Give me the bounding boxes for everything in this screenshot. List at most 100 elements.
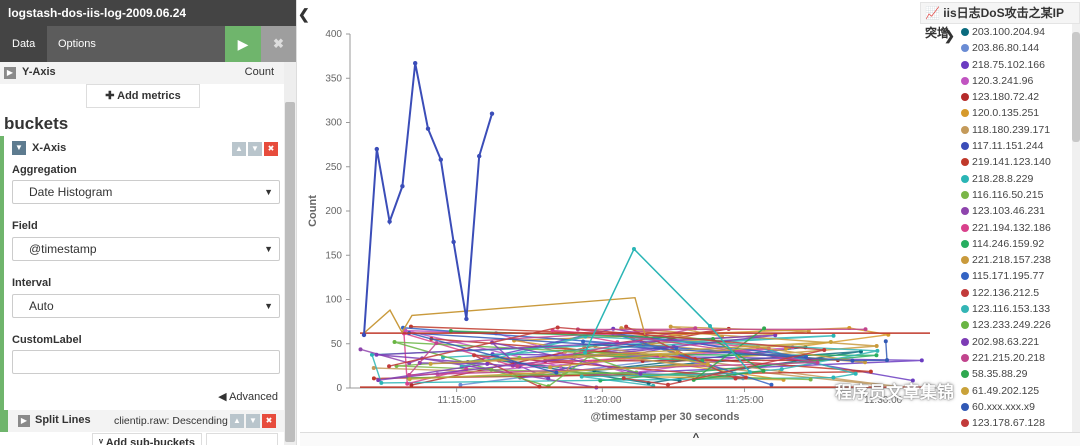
visualization-title: 📈 iis日志DoS攻击之某IP突增 — [920, 2, 1080, 40]
y-tick-label: 250 — [325, 162, 342, 173]
collapse-sidebar-icon[interactable]: ❮ — [298, 6, 310, 22]
legend-color-dot — [961, 321, 969, 330]
legend-item-label: 123.178.67.128 — [972, 417, 1045, 430]
legend-color-dot — [961, 125, 969, 134]
legend-scrollbar[interactable] — [1072, 24, 1080, 434]
legend-item-label: 123.103.46.231 — [972, 205, 1045, 218]
apply-changes-button[interactable]: ▶ — [225, 26, 261, 62]
data-point — [733, 376, 738, 381]
legend-item[interactable]: 116.116.50.215 — [958, 187, 1070, 203]
interval-select[interactable]: Auto ▼ — [12, 294, 280, 318]
data-point — [371, 365, 376, 370]
legend-item[interactable]: 221.218.157.238 — [958, 252, 1070, 268]
data-point — [868, 369, 873, 374]
editor-tab-bar: Data Options ▶ ✖ — [0, 26, 296, 62]
data-point — [387, 219, 392, 224]
x-tick-label: 11:30:00 — [864, 395, 903, 406]
data-point — [413, 61, 418, 66]
caret-left-icon: ◀ — [218, 391, 227, 403]
split-lines-row[interactable]: ▶ Split Lines clientip.raw: Descending ▲… — [0, 410, 284, 432]
move-up-icon[interactable]: ▲ — [232, 142, 246, 156]
legend-item[interactable]: 123.178.67.128 — [958, 415, 1070, 431]
legend-item-label: 203.100.204.94 — [972, 26, 1045, 38]
legend-item[interactable]: 221.194.132.186 — [958, 220, 1070, 236]
y-tick-label: 50 — [331, 339, 343, 350]
legend-item[interactable]: 122.136.212.5 — [958, 285, 1070, 301]
chevron-down-icon: ▼ — [264, 187, 273, 197]
legend-item[interactable]: 123.103.46.231 — [958, 203, 1070, 219]
data-point — [555, 325, 560, 330]
data-point — [822, 347, 827, 352]
sidebar-scrollbar[interactable] — [284, 62, 296, 445]
legend-item[interactable]: 61.49.202.125 — [958, 383, 1070, 399]
legend-item[interactable]: 123.116.153.133 — [958, 301, 1070, 317]
data-point — [371, 376, 376, 381]
discard-changes-button[interactable]: ✖ — [261, 26, 296, 62]
data-point — [451, 239, 456, 245]
data-point — [554, 370, 559, 375]
scrollbar-thumb[interactable] — [285, 102, 295, 442]
expand-toggle-icon[interactable]: ▶ — [4, 67, 16, 79]
data-point — [875, 348, 880, 353]
y-tick-label: 350 — [325, 73, 342, 84]
legend-color-dot — [961, 93, 969, 102]
add-sub-buckets-button[interactable]: ᵛ Add sub-buckets — [92, 433, 202, 445]
move-up-icon[interactable]: ▲ — [230, 414, 244, 428]
sub-bucket-input[interactable] — [206, 433, 278, 445]
data-point — [748, 370, 752, 375]
legend-item[interactable]: 218.75.102.166 — [958, 57, 1070, 73]
legend-item-label: 61.49.202.125 — [972, 384, 1040, 397]
line-chart-icon: 📈 — [925, 6, 940, 20]
series-line — [363, 63, 493, 335]
legend-item[interactable]: 58.35.88.29 — [958, 366, 1070, 382]
data-point — [638, 371, 643, 376]
legend-item[interactable]: 202.98.63.221 — [958, 334, 1070, 350]
move-down-icon[interactable]: ▼ — [246, 414, 260, 428]
aggregation-select[interactable]: Date Histogram ▼ — [12, 180, 280, 204]
legend-item[interactable]: 118.180.239.171 — [958, 122, 1070, 138]
data-point — [850, 358, 855, 363]
data-point — [434, 341, 439, 346]
legend-scrollbar-thumb[interactable] — [1072, 32, 1080, 142]
legend-item[interactable]: 221.215.20.218 — [958, 350, 1070, 366]
data-point — [579, 374, 584, 379]
remove-icon[interactable]: ✖ — [264, 142, 278, 156]
legend-item[interactable]: 117.11.151.244 — [958, 138, 1070, 154]
series-line — [363, 296, 646, 336]
legend-item[interactable]: 219.141.123.140 — [958, 154, 1070, 170]
expand-toggle-icon[interactable]: ▶ — [18, 415, 30, 427]
legend-item[interactable]: 114.246.159.92 — [958, 236, 1070, 252]
x-tick-label: 11:25:00 — [725, 395, 764, 406]
aggregation-value: Date Histogram — [29, 185, 113, 199]
index-pattern-title: logstash-dos-iis-log-2009.06.24 — [0, 0, 296, 26]
field-select[interactable]: @timestamp ▼ — [12, 237, 280, 261]
tab-data[interactable]: Data — [0, 26, 48, 62]
legend-item-label: 122.136.212.5 — [972, 286, 1040, 299]
legend-item[interactable]: 123.180.72.42 — [958, 89, 1070, 105]
data-point — [358, 347, 363, 352]
data-point — [705, 362, 710, 367]
legend-item[interactable]: 203.86.80.144 — [958, 40, 1070, 56]
remove-icon[interactable]: ✖ — [262, 414, 276, 428]
advanced-toggle[interactable]: ◀ Advanced — [218, 390, 278, 403]
legend-item-label: 221.218.157.238 — [972, 254, 1051, 267]
legend-item-label: 117.11.151.244 — [972, 140, 1044, 153]
close-icon: ✖ — [273, 36, 284, 51]
legend-item[interactable]: 203.100.204.94 — [958, 24, 1070, 40]
legend-toggle-icon[interactable]: ❯ — [944, 28, 955, 43]
legend-item[interactable]: 60.xxx.xxx.x9 — [958, 399, 1070, 415]
collapse-toggle-icon[interactable]: ▼ — [12, 141, 26, 155]
y-axis-row[interactable]: ▶ Y-Axis Count — [0, 62, 284, 84]
tab-options[interactable]: Options — [58, 38, 96, 50]
legend-item-label: 60.xxx.xxx.x9 — [972, 400, 1036, 413]
move-down-icon[interactable]: ▼ — [248, 142, 262, 156]
legend-item[interactable]: 120.3.241.96 — [958, 73, 1070, 89]
expand-bottom-panel-icon[interactable]: ^ — [692, 432, 700, 444]
add-metrics-button[interactable]: ✚ Add metrics — [86, 84, 200, 108]
legend-item[interactable]: 123.233.249.226 — [958, 317, 1070, 333]
legend-item[interactable]: 115.171.195.77 — [958, 268, 1070, 284]
custom-label-input[interactable] — [12, 350, 280, 374]
legend-item[interactable]: 120.0.135.251 — [958, 105, 1070, 121]
legend-color-dot — [961, 370, 969, 379]
legend-item[interactable]: 218.28.8.229 — [958, 171, 1070, 187]
